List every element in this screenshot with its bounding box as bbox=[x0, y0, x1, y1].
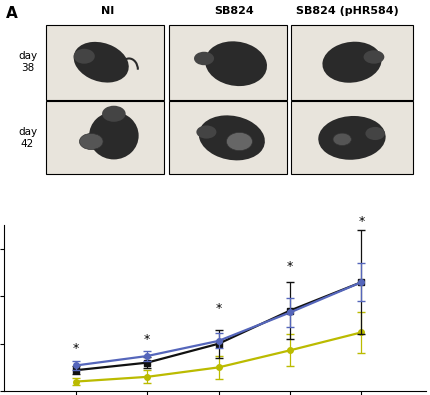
FancyBboxPatch shape bbox=[46, 102, 164, 175]
Ellipse shape bbox=[363, 50, 384, 64]
Ellipse shape bbox=[102, 106, 126, 122]
Ellipse shape bbox=[318, 116, 386, 160]
FancyBboxPatch shape bbox=[291, 25, 413, 100]
Ellipse shape bbox=[74, 49, 95, 64]
Text: SB824: SB824 bbox=[214, 6, 254, 16]
Ellipse shape bbox=[366, 127, 385, 140]
Ellipse shape bbox=[197, 126, 216, 139]
Text: day
42: day 42 bbox=[18, 127, 37, 149]
Text: *: * bbox=[358, 215, 365, 228]
Ellipse shape bbox=[227, 132, 252, 150]
Text: NI: NI bbox=[101, 6, 114, 16]
Ellipse shape bbox=[199, 115, 265, 160]
Ellipse shape bbox=[80, 134, 103, 150]
Text: day
38: day 38 bbox=[18, 51, 37, 73]
Text: *: * bbox=[144, 333, 150, 346]
Ellipse shape bbox=[322, 42, 381, 83]
Text: *: * bbox=[287, 260, 293, 273]
Ellipse shape bbox=[89, 112, 138, 160]
FancyBboxPatch shape bbox=[169, 25, 287, 100]
Text: A: A bbox=[6, 6, 18, 21]
Text: *: * bbox=[73, 342, 79, 355]
Ellipse shape bbox=[333, 133, 351, 145]
FancyBboxPatch shape bbox=[291, 102, 413, 175]
Ellipse shape bbox=[205, 41, 267, 86]
FancyBboxPatch shape bbox=[46, 25, 164, 100]
Ellipse shape bbox=[74, 42, 129, 83]
FancyBboxPatch shape bbox=[169, 102, 287, 175]
Text: *: * bbox=[215, 302, 222, 315]
Ellipse shape bbox=[194, 52, 214, 65]
Text: SB824 (pHR584): SB824 (pHR584) bbox=[296, 6, 399, 16]
